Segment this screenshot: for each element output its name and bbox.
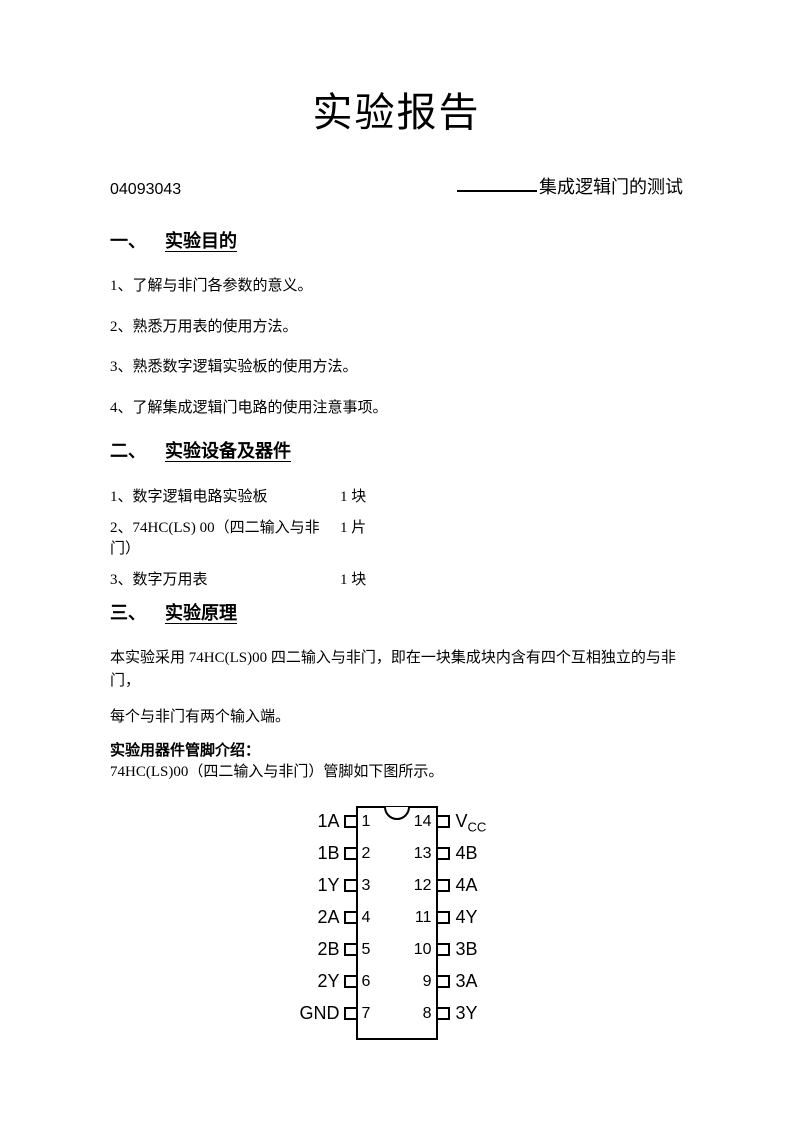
pin-4-num: 4 [362, 909, 371, 927]
pin-2-num: 2 [362, 845, 371, 863]
pin-7-label: GND [280, 1003, 340, 1024]
pin-11-label: 4Y [456, 907, 516, 928]
subtitle: 集成逻辑门的测试 [539, 173, 683, 199]
pin-14-num: 14 [408, 813, 432, 831]
section-1-num: 一、 [110, 227, 165, 253]
pin-8-num: 8 [408, 1005, 432, 1023]
section-1-item-1: 1、了解与非门各参数的意义。 [110, 275, 683, 298]
pin-3-label: 1Y [280, 875, 340, 896]
section-3-para-2: 每个与非门有两个输入端。 [110, 706, 683, 729]
pin-5-num: 5 [362, 941, 371, 959]
equipment-1-qty: 1 块 [340, 485, 366, 506]
pin-12-num: 12 [408, 877, 432, 895]
section-3-num: 三、 [110, 599, 165, 625]
subtitle-wrap: 集成逻辑门的测试 [457, 173, 683, 199]
pin-12-label: 4A [456, 875, 516, 896]
chip-diagram: 1A 1 1B 2 1Y 3 2A 4 2B 5 2Y 6 GND 7 14 V… [262, 799, 532, 1047]
pin-13-label: 4B [456, 843, 516, 864]
equipment-3-qty: 1 块 [340, 568, 366, 589]
section-1-item-4: 4、了解集成逻辑门电路的使用注意事项。 [110, 397, 683, 420]
subtitle-line [457, 190, 537, 192]
pin-5-label: 2B [280, 939, 340, 960]
pin-6-label: 2Y [280, 971, 340, 992]
pin-14-label: VCC [456, 811, 516, 835]
pin-9-num: 9 [408, 973, 432, 991]
equipment-1-label: 1、数字逻辑电路实验板 [110, 485, 340, 506]
student-id: 04093043 [110, 181, 181, 199]
equipment-row-1: 1、数字逻辑电路实验板 1 块 [110, 485, 683, 506]
pin-intro-text: 74HC(LS)00（四二输入与非门）管脚如下图所示。 [110, 760, 683, 781]
section-3-title: 实验原理 [165, 603, 237, 623]
equipment-row-2: 2、74HC(LS) 00（四二输入与非门） 1 片 [110, 516, 683, 558]
page-title: 实验报告 [110, 80, 683, 138]
header-row: 04093043 集成逻辑门的测试 [110, 173, 683, 199]
equipment-2-qty: 1 片 [340, 516, 366, 558]
section-2-num: 二、 [110, 437, 165, 463]
pin-10-num: 10 [408, 941, 432, 959]
equipment-row-3: 3、数字万用表 1 块 [110, 568, 683, 589]
section-1-item-2: 2、熟悉万用表的使用方法。 [110, 316, 683, 339]
pin-11-num: 11 [408, 909, 432, 927]
pin-7-num: 7 [362, 1005, 371, 1023]
pin-6-num: 6 [362, 973, 371, 991]
pin-4-label: 2A [280, 907, 340, 928]
section-1-item-3: 3、熟悉数字逻辑实验板的使用方法。 [110, 356, 683, 379]
pin-3-num: 3 [362, 877, 371, 895]
pin-1-label: 1A [280, 811, 340, 832]
pin-13-num: 13 [408, 845, 432, 863]
pin-2-label: 1B [280, 843, 340, 864]
equipment-2-label: 2、74HC(LS) 00（四二输入与非门） [110, 516, 340, 558]
section-1-heading: 一、实验目的 [110, 227, 683, 253]
section-3-para-1: 本实验采用 74HC(LS)00 四二输入与非门，即在一块集成块内含有四个互相独… [110, 647, 683, 692]
equipment-3-label: 3、数字万用表 [110, 568, 340, 589]
section-3-heading: 三、实验原理 [110, 599, 683, 625]
pin-9-label: 3A [456, 971, 516, 992]
pin-1-num: 1 [362, 813, 371, 831]
pin-8-label: 3Y [456, 1003, 516, 1024]
section-2-title: 实验设备及器件 [165, 441, 291, 461]
section-1-title: 实验目的 [165, 231, 237, 251]
pin-intro-heading: 实验用器件管脚介绍： [110, 739, 683, 760]
pin-10-label: 3B [456, 939, 516, 960]
section-2-heading: 二、实验设备及器件 [110, 437, 683, 463]
